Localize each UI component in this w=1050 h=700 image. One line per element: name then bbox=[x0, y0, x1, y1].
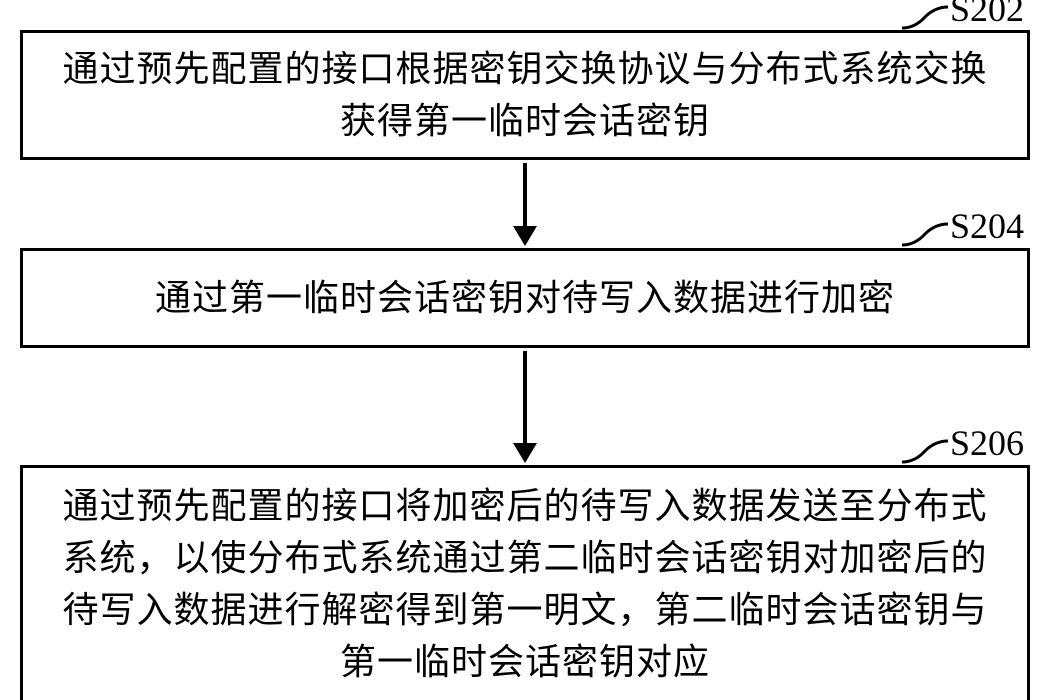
label-connector-s204 bbox=[900, 222, 950, 247]
step-text-s206: 通过预先配置的接口将加密后的待写入数据发送至分布式系统，以使分布式系统通过第二临… bbox=[53, 480, 997, 689]
step-box-s202: 通过预先配置的接口根据密钥交换协议与分布式系统交换获得第一临时会话密钥 bbox=[20, 30, 1030, 160]
arrow-s204-s206 bbox=[523, 351, 527, 443]
step-text-s202: 通过预先配置的接口根据密钥交换协议与分布式系统交换获得第一临时会话密钥 bbox=[53, 43, 997, 147]
step-label-s206: S206 bbox=[950, 422, 1024, 464]
step-box-s204: 通过第一临时会话密钥对待写入数据进行加密 bbox=[20, 248, 1030, 348]
arrow-head-s204-s206 bbox=[513, 443, 537, 463]
arrow-s202-s204 bbox=[523, 163, 527, 226]
step-label-s202: S202 bbox=[950, 0, 1024, 30]
step-text-s204: 通过第一临时会话密钥对待写入数据进行加密 bbox=[155, 272, 895, 324]
label-connector-s202 bbox=[900, 5, 950, 30]
arrow-head-s202-s204 bbox=[513, 226, 537, 246]
label-connector-s206 bbox=[900, 439, 950, 464]
flowchart-container: S202 通过预先配置的接口根据密钥交换协议与分布式系统交换获得第一临时会话密钥… bbox=[0, 0, 1050, 700]
step-label-s204: S204 bbox=[950, 205, 1024, 247]
step-box-s206: 通过预先配置的接口将加密后的待写入数据发送至分布式系统，以使分布式系统通过第二临… bbox=[20, 465, 1030, 700]
